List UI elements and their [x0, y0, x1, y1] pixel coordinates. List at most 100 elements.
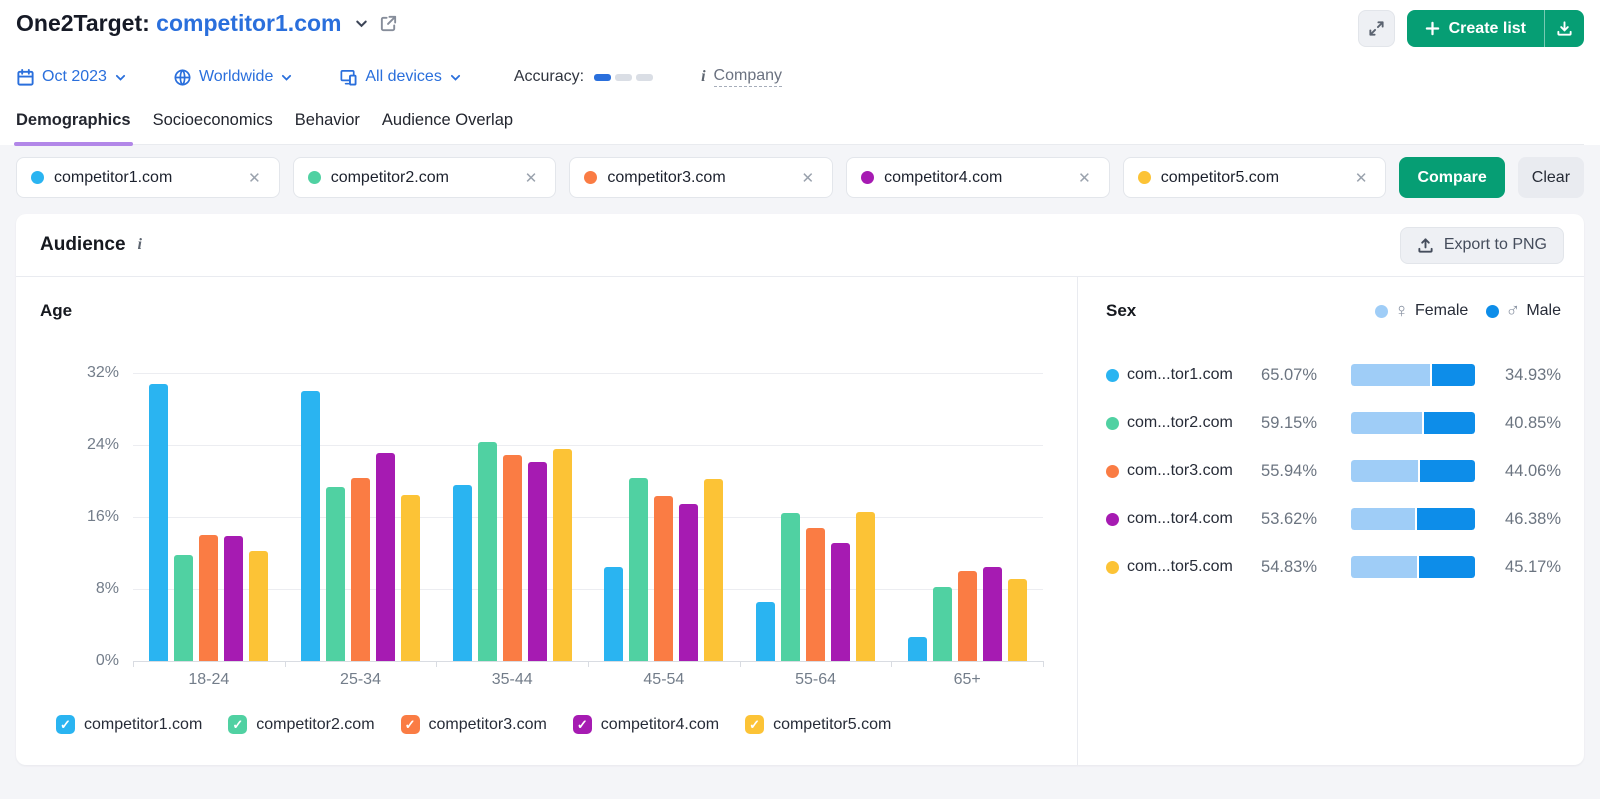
bar-competitor5.com-45-54 — [704, 479, 724, 661]
page-title: One2Target: competitor1.com — [16, 10, 342, 37]
legend-item-competitor2.com[interactable]: ✓ competitor2.com — [228, 715, 375, 734]
competitor-chip-1[interactable]: competitor1.com ✕ — [16, 157, 280, 198]
bar-competitor5.com-35-44 — [552, 448, 572, 661]
competitor-chip-label: competitor2.com — [330, 168, 449, 186]
x-axis-label-65+: 65+ — [953, 671, 981, 688]
compare-button[interactable]: Compare — [1399, 157, 1505, 198]
audience-card: Audience i Export to PNG Age 32% 24% 16% 8%… — [16, 214, 1584, 765]
remove-competitor-icon[interactable]: ✕ — [248, 169, 261, 187]
bar-competitor2.com-55-64 — [781, 513, 801, 661]
x-axis-label-45-54: 45-54 — [643, 671, 685, 688]
bar-competitor1.com-18-24 — [149, 383, 169, 661]
female-bar-segment — [1351, 412, 1425, 434]
male-percentage: 46.38% — [1505, 509, 1561, 528]
sex-row-domain: com...tor4.com — [1127, 510, 1233, 527]
create-list-button[interactable]: Create list — [1406, 10, 1544, 47]
chevron-down-icon — [450, 74, 460, 81]
sex-row-2: com...tor2.com 59.15% 40.85% — [1106, 399, 1561, 447]
legend-checkbox-icon[interactable]: ✓ — [400, 715, 420, 734]
export-png-label: Export to PNG — [1443, 236, 1547, 253]
legend-checkbox-icon[interactable]: ✓ — [56, 715, 75, 734]
date-filter[interactable]: Oct 2023 — [16, 68, 127, 87]
female-legend-label: Female — [1414, 302, 1469, 319]
competitor-chip-2[interactable]: competitor2.com ✕ — [292, 157, 557, 198]
legend-checkbox-icon[interactable]: ✓ — [228, 715, 248, 734]
male-legend-label: Male — [1526, 302, 1561, 319]
bar-competitor5.com-25-34 — [401, 495, 420, 661]
male-color-dot — [1486, 304, 1500, 318]
accuracy-meter — [594, 73, 654, 81]
bar-group-25-34 — [285, 373, 437, 661]
x-axis-tick — [1043, 661, 1044, 667]
download-button[interactable] — [1544, 10, 1584, 47]
competitor-color-dot — [1106, 512, 1119, 526]
female-bar-segment — [1351, 508, 1418, 530]
tab-demographics[interactable]: Demographics — [14, 111, 133, 146]
legend-item-competitor3.com[interactable]: ✓ competitor3.com — [400, 715, 547, 734]
competitor-chip-5[interactable]: competitor5.com ✕ — [1122, 157, 1387, 198]
location-filter[interactable]: Worldwide — [173, 68, 293, 87]
info-icon[interactable]: i — [137, 236, 142, 253]
devices-filter[interactable]: All devices — [339, 68, 461, 87]
bar-competitor4.com-65+ — [982, 567, 1002, 661]
sex-row-1: com...tor1.com 65.07% 34.93% — [1106, 351, 1561, 399]
remove-competitor-icon[interactable]: ✕ — [1078, 169, 1091, 187]
competitor-color-dot — [1106, 416, 1119, 430]
female-percentage: 55.94% — [1261, 461, 1317, 480]
tab-behavior[interactable]: Behavior — [294, 111, 360, 129]
tab-audience-overlap[interactable]: Audience Overlap — [381, 111, 514, 129]
sex-split-bar — [1351, 508, 1475, 530]
female-icon: ♀ — [1393, 300, 1409, 322]
age-x-axis-labels: 18-24 25-34 35-44 45-54 55-64 65+ — [133, 671, 1043, 689]
competitor-chip-4[interactable]: competitor4.com ✕ — [846, 157, 1110, 198]
page-title-domain[interactable]: competitor1.com — [156, 10, 342, 36]
competitor-color-dot — [31, 171, 44, 184]
y-axis-tick-label: 8% — [95, 580, 119, 597]
x-axis-label-35-44: 35-44 — [491, 671, 533, 688]
page-title-prefix: One2Target: — [16, 10, 150, 36]
sex-row-domain: com...tor3.com — [1127, 462, 1233, 479]
sex-row-5: com...tor5.com 54.83% 45.17% — [1106, 543, 1561, 591]
competitor-chip-3[interactable]: competitor3.com ✕ — [569, 157, 834, 198]
remove-competitor-icon[interactable]: ✕ — [524, 169, 538, 187]
sex-rows: com...tor1.com 65.07% 34.93% com...tor2.com… — [1106, 351, 1561, 591]
legend-label: competitor1.com — [84, 715, 203, 733]
export-icon — [1418, 237, 1433, 253]
legend-item-competitor4.com[interactable]: ✓ competitor4.com — [572, 715, 720, 734]
legend-label: competitor4.com — [600, 715, 720, 733]
bar-competitor5.com-55-64 — [856, 511, 876, 661]
competitor-color-dot — [584, 171, 598, 184]
x-axis-tick — [436, 661, 438, 667]
bars-row — [133, 373, 1043, 661]
x-axis-label-25-34: 25-34 — [340, 671, 381, 688]
tab-socioeconomics[interactable]: Socioeconomics — [152, 111, 273, 129]
export-png-button[interactable]: Export to PNG — [1399, 226, 1564, 264]
competitor-color-dot — [1106, 560, 1119, 574]
company-link[interactable]: i Company — [701, 67, 783, 87]
legend-item-competitor5.com[interactable]: ✓ competitor5.com — [745, 715, 891, 734]
bar-competitor2.com-25-34 — [326, 487, 345, 661]
bar-competitor2.com-45-54 — [629, 478, 649, 661]
domain-dropdown-chevron-icon[interactable] — [354, 16, 369, 31]
bar-competitor1.com-45-54 — [604, 566, 624, 661]
external-link-icon[interactable] — [379, 14, 398, 33]
male-percentage: 44.06% — [1505, 461, 1561, 480]
remove-competitor-icon[interactable]: ✕ — [1354, 169, 1368, 187]
bar-competitor3.com-35-44 — [502, 454, 522, 661]
accuracy-label: Accuracy: — [513, 68, 585, 85]
legend-item-competitor1.com[interactable]: ✓ competitor1.com — [56, 715, 202, 734]
bar-group-55-64 — [740, 373, 892, 661]
audience-title: Audience — [40, 234, 126, 255]
age-chart-section: Age 32% 24% 16% 8% 0% 18-24 25-34 35-44 45-54 55… — [16, 277, 1077, 765]
expand-button[interactable] — [1357, 10, 1395, 47]
age-chart-legend: ✓ competitor1.com ✓ competitor2.com ✓ competi… — [56, 715, 1053, 734]
legend-checkbox-icon[interactable]: ✓ — [745, 715, 765, 734]
competitor-chip-label: competitor3.com — [607, 168, 726, 186]
male-bar-segment — [1431, 364, 1475, 386]
legend-checkbox-icon[interactable]: ✓ — [572, 715, 592, 734]
bar-competitor1.com-35-44 — [452, 484, 472, 661]
clear-button[interactable]: Clear — [1517, 157, 1585, 198]
create-list-label: Create list — [1448, 19, 1526, 37]
remove-competitor-icon[interactable]: ✕ — [801, 169, 815, 187]
sex-split-bar — [1351, 364, 1475, 386]
